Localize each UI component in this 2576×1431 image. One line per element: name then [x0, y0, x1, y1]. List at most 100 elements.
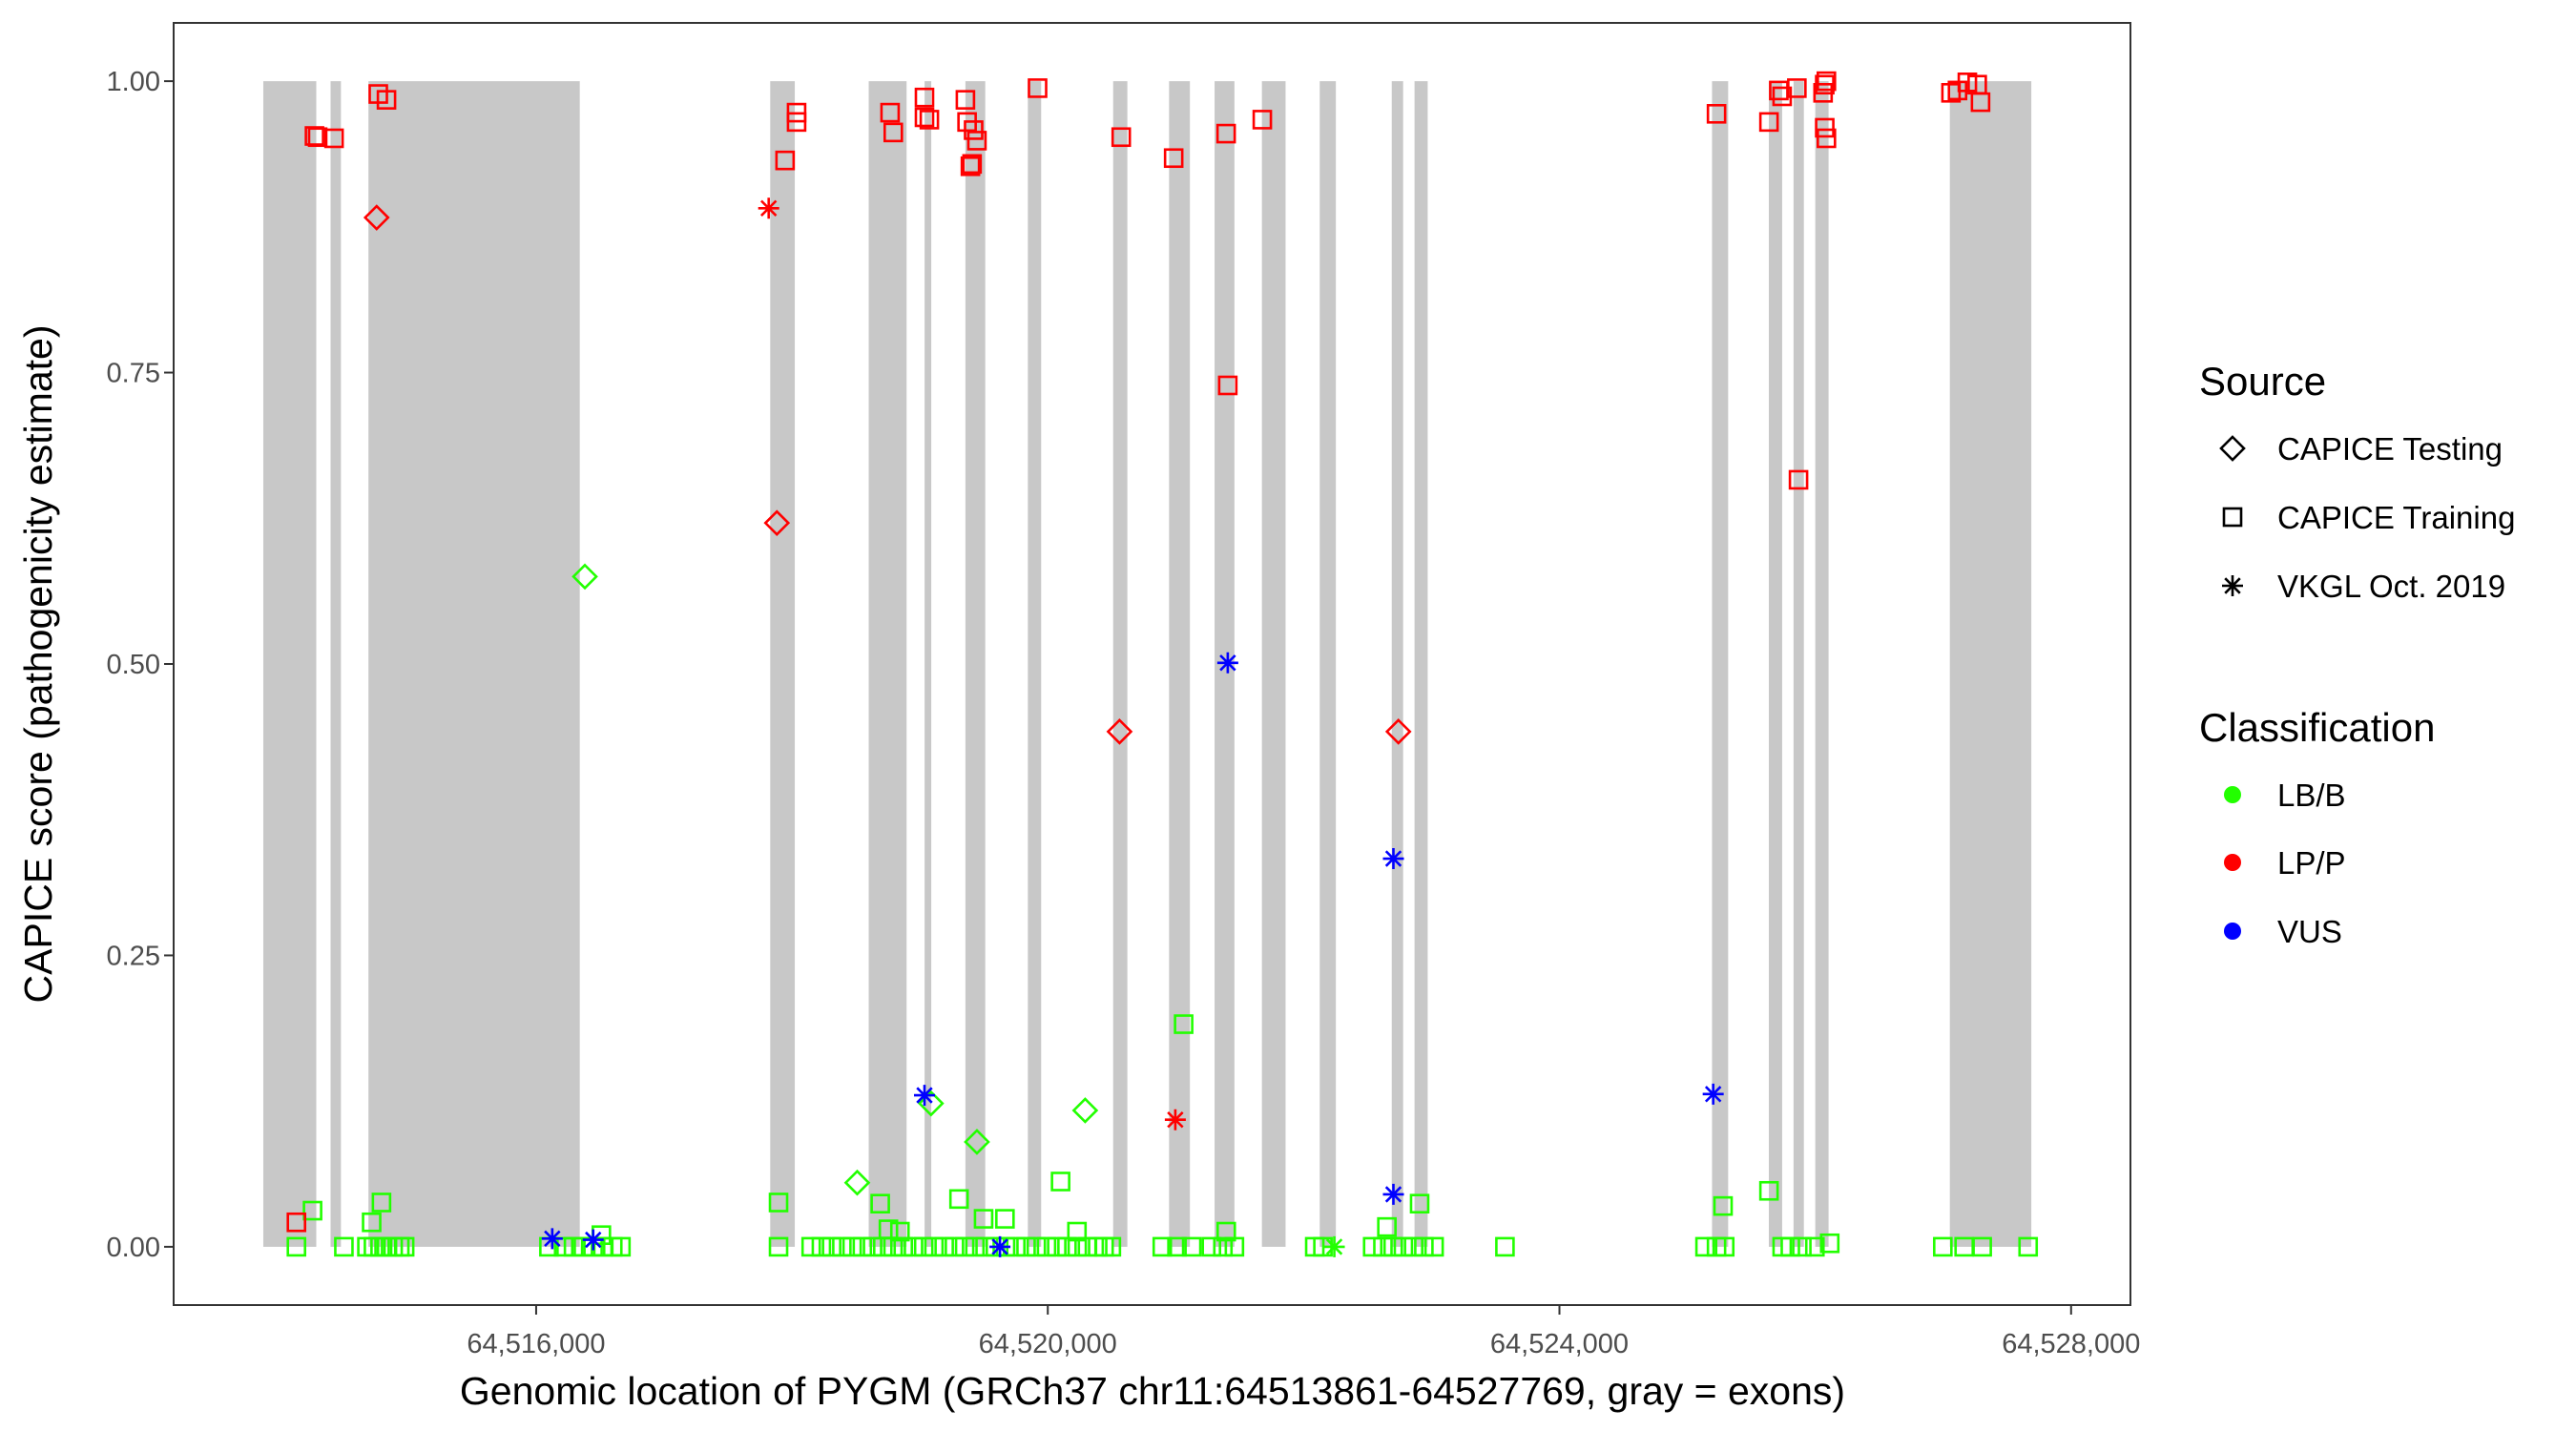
legend-item-lb-b: LB/B — [2224, 778, 2346, 813]
data-point-square — [1423, 1236, 1444, 1257]
data-point-square — [1101, 1236, 1122, 1257]
data-point-square — [962, 154, 983, 175]
data-point-square — [1817, 71, 1837, 92]
exon-band — [1261, 81, 1286, 1247]
data-point-square — [964, 120, 984, 140]
exon-band — [770, 81, 796, 1247]
x-tick-label: 64,520,000 — [979, 1329, 1117, 1359]
exon-band — [965, 81, 986, 1247]
data-point-square — [1714, 1236, 1735, 1257]
data-point-square — [878, 1219, 899, 1239]
data-point-square — [1817, 128, 1837, 149]
data-point-square — [862, 1236, 883, 1257]
data-point-asterisk — [1323, 1235, 1345, 1257]
data-point-asterisk — [1382, 1183, 1404, 1205]
data-point-square — [883, 122, 904, 143]
data-point-square — [1152, 1236, 1173, 1257]
data-point-square — [914, 107, 935, 128]
data-point-square — [1409, 1193, 1430, 1214]
legend-item-capice-training: CAPICE Training — [2222, 500, 2515, 535]
data-point-square — [371, 1192, 392, 1213]
data-point-square — [1167, 1236, 1187, 1257]
data-point-square — [852, 1236, 873, 1257]
data-point-square — [1111, 127, 1132, 148]
data-point-asterisk — [989, 1235, 1011, 1257]
series-vkgl-lb-b — [1323, 1235, 1345, 1257]
data-point-square — [893, 1236, 914, 1257]
data-point-square — [1403, 1236, 1423, 1257]
data-point-square — [286, 1236, 307, 1257]
legend-label: CAPICE Training — [2277, 500, 2515, 535]
exon-band — [1712, 81, 1729, 1247]
exon-band — [1768, 81, 1782, 1247]
data-point-square — [945, 1236, 965, 1257]
data-point-square — [960, 156, 981, 176]
exon-band — [1319, 81, 1337, 1247]
exon-band — [262, 81, 317, 1247]
data-point-square — [1382, 1236, 1403, 1257]
series-vkgl-vus — [541, 652, 1724, 1257]
data-point-square — [1163, 148, 1184, 169]
series-testing-lp-p — [363, 204, 1412, 745]
data-point-square — [1787, 78, 1807, 98]
data-point-square — [1393, 1236, 1414, 1257]
legend-label: VKGL Oct. 2019 — [2277, 569, 2505, 604]
data-point-square — [913, 1236, 934, 1257]
data-point-square — [954, 1236, 975, 1257]
color-dot-icon — [2224, 854, 2241, 871]
exon-band — [924, 81, 932, 1247]
data-point-square — [832, 1236, 852, 1257]
data-point-square — [880, 102, 901, 123]
data-point-square — [924, 1236, 945, 1257]
data-point-square — [1815, 74, 1835, 95]
data-point-square — [1780, 1236, 1800, 1257]
x-tick-label: 64,524,000 — [1490, 1329, 1629, 1359]
color-dot-icon — [2224, 923, 2241, 940]
data-point-square — [1713, 1195, 1734, 1216]
data-point-square — [1792, 1236, 1812, 1257]
data-point-square — [1804, 1236, 1825, 1257]
y-tick-label: 1.00 — [107, 67, 160, 97]
data-point-asterisk — [1216, 652, 1238, 674]
y-tick-label: 0.00 — [107, 1233, 160, 1263]
legend-item-lp-p: LP/P — [2224, 845, 2346, 881]
data-point-square — [768, 1236, 789, 1257]
data-point-asterisk — [1702, 1083, 1724, 1105]
data-point-diamond — [763, 509, 791, 536]
square-icon — [2222, 507, 2243, 528]
data-point-diamond — [1071, 1097, 1099, 1124]
data-point-square — [1819, 1233, 1840, 1254]
asterisk-icon — [2222, 575, 2243, 596]
data-point-square — [302, 1200, 322, 1221]
data-point-square — [611, 1236, 632, 1257]
data-point-square — [914, 87, 935, 108]
exon-band — [368, 81, 580, 1247]
data-point-square — [995, 1209, 1015, 1229]
data-point-asterisk — [1382, 848, 1404, 870]
data-point-square — [966, 131, 987, 151]
data-point-square — [1694, 1236, 1715, 1257]
exon-band — [1949, 81, 2032, 1247]
data-point-asterisk — [541, 1228, 563, 1250]
data-point-square — [1215, 123, 1236, 144]
data-point-diamond — [843, 1169, 871, 1196]
series-training-lp-p — [286, 71, 1991, 1233]
series-training-lb-b — [286, 1014, 2039, 1257]
data-point-diamond — [571, 563, 598, 591]
data-point-square — [362, 1212, 382, 1233]
data-point-square — [553, 1236, 574, 1257]
data-point-square — [1028, 78, 1048, 98]
x-axis: 64,516,000 64,520,000 64,524,000 64,528,… — [467, 1305, 2140, 1359]
data-point-square — [323, 128, 344, 149]
data-point-square — [1377, 1216, 1397, 1237]
series-testing-lb-b — [571, 563, 1099, 1196]
data-point-square — [1414, 1236, 1434, 1257]
exon-bands — [262, 81, 2032, 1247]
legend-title-classification: Classification — [2199, 705, 2435, 750]
data-point-square — [1957, 73, 1978, 93]
data-point-square — [1050, 1172, 1070, 1192]
exon-band — [330, 81, 342, 1247]
exon-band — [1169, 81, 1191, 1247]
data-point-diamond — [1106, 718, 1133, 745]
data-point-square — [1706, 104, 1727, 124]
